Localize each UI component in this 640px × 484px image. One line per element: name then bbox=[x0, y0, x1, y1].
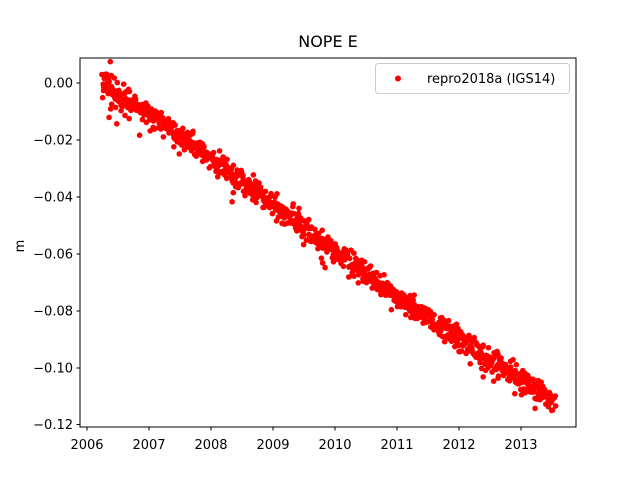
svg-text:−0.08: −0.08 bbox=[33, 304, 73, 319]
svg-text:2006: 2006 bbox=[70, 438, 103, 453]
svg-text:2011: 2011 bbox=[380, 438, 413, 453]
legend-label: repro2018a (IGS14) bbox=[427, 72, 555, 87]
svg-text:−0.10: −0.10 bbox=[33, 361, 73, 376]
svg-text:−0.04: −0.04 bbox=[33, 190, 73, 205]
svg-text:2012: 2012 bbox=[442, 438, 475, 453]
svg-text:−0.06: −0.06 bbox=[33, 247, 73, 262]
svg-text:2008: 2008 bbox=[194, 438, 227, 453]
svg-text:−0.12: −0.12 bbox=[33, 418, 73, 433]
svg-text:2013: 2013 bbox=[504, 438, 537, 453]
y-axis-ticks: 0.00 −0.02 −0.04 −0.06 −0.08 −0.10 −0.12 bbox=[33, 77, 80, 433]
axes-frame bbox=[79, 57, 577, 428]
svg-text:−0.02: −0.02 bbox=[33, 134, 73, 149]
plot-title: NOPE E bbox=[298, 32, 358, 51]
svg-text:2010: 2010 bbox=[318, 438, 351, 453]
svg-text:2007: 2007 bbox=[132, 438, 165, 453]
svg-text:0.00: 0.00 bbox=[44, 77, 73, 92]
scatter-points bbox=[99, 58, 559, 414]
svg-text:2009: 2009 bbox=[256, 438, 289, 453]
y-axis-label: m bbox=[13, 240, 28, 253]
legend-marker-icon bbox=[395, 75, 401, 82]
legend: repro2018a (IGS14) bbox=[375, 63, 570, 94]
legend-box bbox=[375, 63, 570, 94]
x-axis-ticks: 2006 2007 2008 2009 2010 2011 2012 2013 bbox=[70, 427, 538, 453]
